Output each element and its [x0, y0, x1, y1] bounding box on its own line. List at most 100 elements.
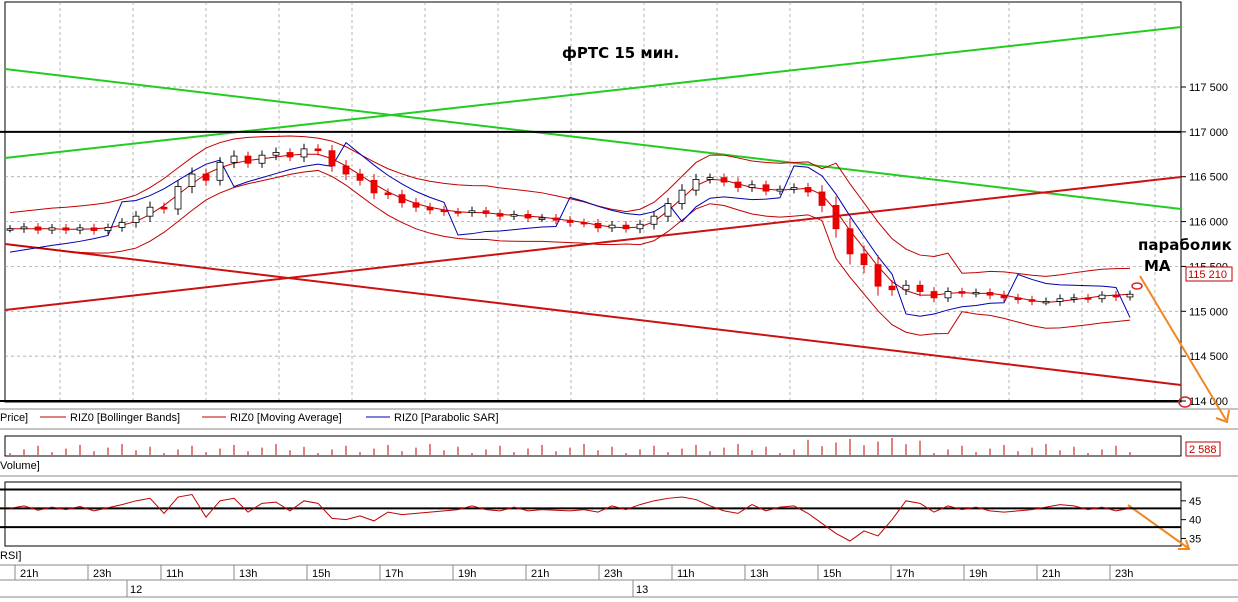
candle-body: [790, 187, 798, 190]
time-tick-label: 23h: [93, 568, 111, 580]
candle-body: [706, 177, 714, 180]
horizontal-levels: [0, 130, 1181, 402]
candle-body: [272, 152, 280, 156]
candle-body: [160, 206, 168, 210]
candle-body: [1098, 294, 1106, 300]
volume-panel-border: [4, 435, 1182, 457]
day-tick-label: 13: [636, 584, 648, 596]
candle-body: [566, 219, 574, 223]
legend-sar: RIZ0 [Parabolic SAR]: [394, 412, 499, 424]
rsi-panel: 45 40 35: [0, 488, 1201, 545]
candle-body: [1028, 299, 1036, 302]
candle-body: [916, 284, 924, 292]
volume-label: Volume]: [0, 460, 40, 472]
candle-body: [6, 228, 14, 231]
candle-body: [902, 284, 910, 291]
candle-body: [244, 155, 252, 164]
day-tick-label: 12: [130, 584, 142, 596]
candle-body: [608, 224, 616, 229]
candle-body: [230, 155, 238, 163]
candle-body: [594, 222, 602, 229]
candle-body: [286, 152, 294, 158]
candle-body: [748, 184, 756, 188]
low-level-marker: [1178, 396, 1192, 408]
bollinger-bands: [9, 135, 1131, 336]
candle-body: [832, 205, 840, 230]
candle-body: [398, 194, 406, 204]
time-tick-label: 13h: [239, 568, 257, 580]
parabolic-sar: [9, 141, 1131, 318]
time-tick-label: 19h: [969, 568, 987, 580]
candle-body: [202, 173, 210, 181]
candle-body: [524, 213, 532, 219]
price-forecast-arrow: [1139, 275, 1227, 421]
time-axis: 21h 23h 11h 13h 15h 17h 19h 21h 23h 11h 13h 15h 17h 1…: [14, 565, 1133, 597]
volume-panel: [9, 438, 1131, 455]
candle-body: [888, 285, 896, 291]
time-tick-label: 11h: [677, 568, 695, 580]
candle-body: [300, 148, 308, 158]
candle-body: [328, 150, 336, 167]
candle-body: [804, 187, 812, 193]
candle-body: [972, 292, 980, 295]
candle-body: [874, 264, 882, 287]
time-tick-label: 23h: [604, 568, 622, 580]
last-price-badge: [1185, 266, 1233, 282]
candle-body: [860, 253, 868, 266]
rsi-panel-border: [4, 481, 1182, 547]
candle-body: [552, 217, 560, 221]
candle-body: [118, 222, 126, 228]
candle-body: [1084, 297, 1092, 300]
time-tick-label: 15h: [312, 568, 330, 580]
green-trendline-falling: [4, 68, 1182, 210]
candle-body: [314, 148, 322, 152]
candle-body: [342, 165, 350, 175]
candle-body: [636, 223, 644, 230]
candle-body: [930, 291, 938, 299]
annotation-ma: MA: [1144, 257, 1171, 275]
time-tick-label: 23h: [1115, 568, 1133, 580]
rsi-tick-label: 35: [1189, 533, 1201, 545]
candle-body: [944, 291, 952, 299]
time-tick-label: 19h: [458, 568, 476, 580]
bollinger-lower: [9, 169, 1131, 336]
chart-title: фРТС 15 мин.: [562, 44, 679, 62]
candle-body: [412, 202, 420, 208]
candle-body: [216, 161, 224, 181]
candle-body: [454, 211, 462, 214]
candle-body: [356, 173, 364, 181]
candle-body: [48, 227, 56, 231]
candle-body: [1042, 301, 1050, 304]
y-tick-label: 115 000: [1189, 306, 1228, 318]
legend-ma: RIZ0 [Moving Average]: [230, 412, 342, 424]
time-tick-label: 17h: [896, 568, 914, 580]
candle-body: [510, 213, 518, 217]
candle-body: [62, 227, 70, 231]
candle-body: [258, 154, 266, 164]
candle-body: [468, 210, 476, 213]
time-tick-label: 13h: [750, 568, 768, 580]
rsi-tick-label: 40: [1189, 515, 1201, 527]
candle-body: [132, 215, 140, 223]
candle-body: [776, 188, 784, 192]
rsi-tick-label: 45: [1189, 496, 1201, 508]
candle-body: [76, 227, 84, 231]
candle-body: [426, 206, 434, 211]
candle-body: [1000, 294, 1008, 299]
candle-body: [370, 179, 378, 194]
rsi-line: [9, 493, 1131, 542]
y-tick-label: 116 500: [1189, 172, 1228, 184]
candle-body: [90, 227, 98, 231]
candle-body: [580, 222, 588, 225]
time-tick-label: 21h: [531, 568, 549, 580]
legend-price: Price]: [0, 412, 28, 424]
legend-bollinger: RIZ0 [Bollinger Bands]: [70, 412, 180, 424]
candle-body: [146, 206, 154, 217]
candle-body: [1112, 294, 1120, 298]
y-tick-label: 114 500: [1189, 351, 1228, 363]
candle-body: [846, 228, 854, 255]
time-tick-label: 15h: [823, 568, 841, 580]
y-tick-label: 117 000: [1189, 127, 1228, 139]
